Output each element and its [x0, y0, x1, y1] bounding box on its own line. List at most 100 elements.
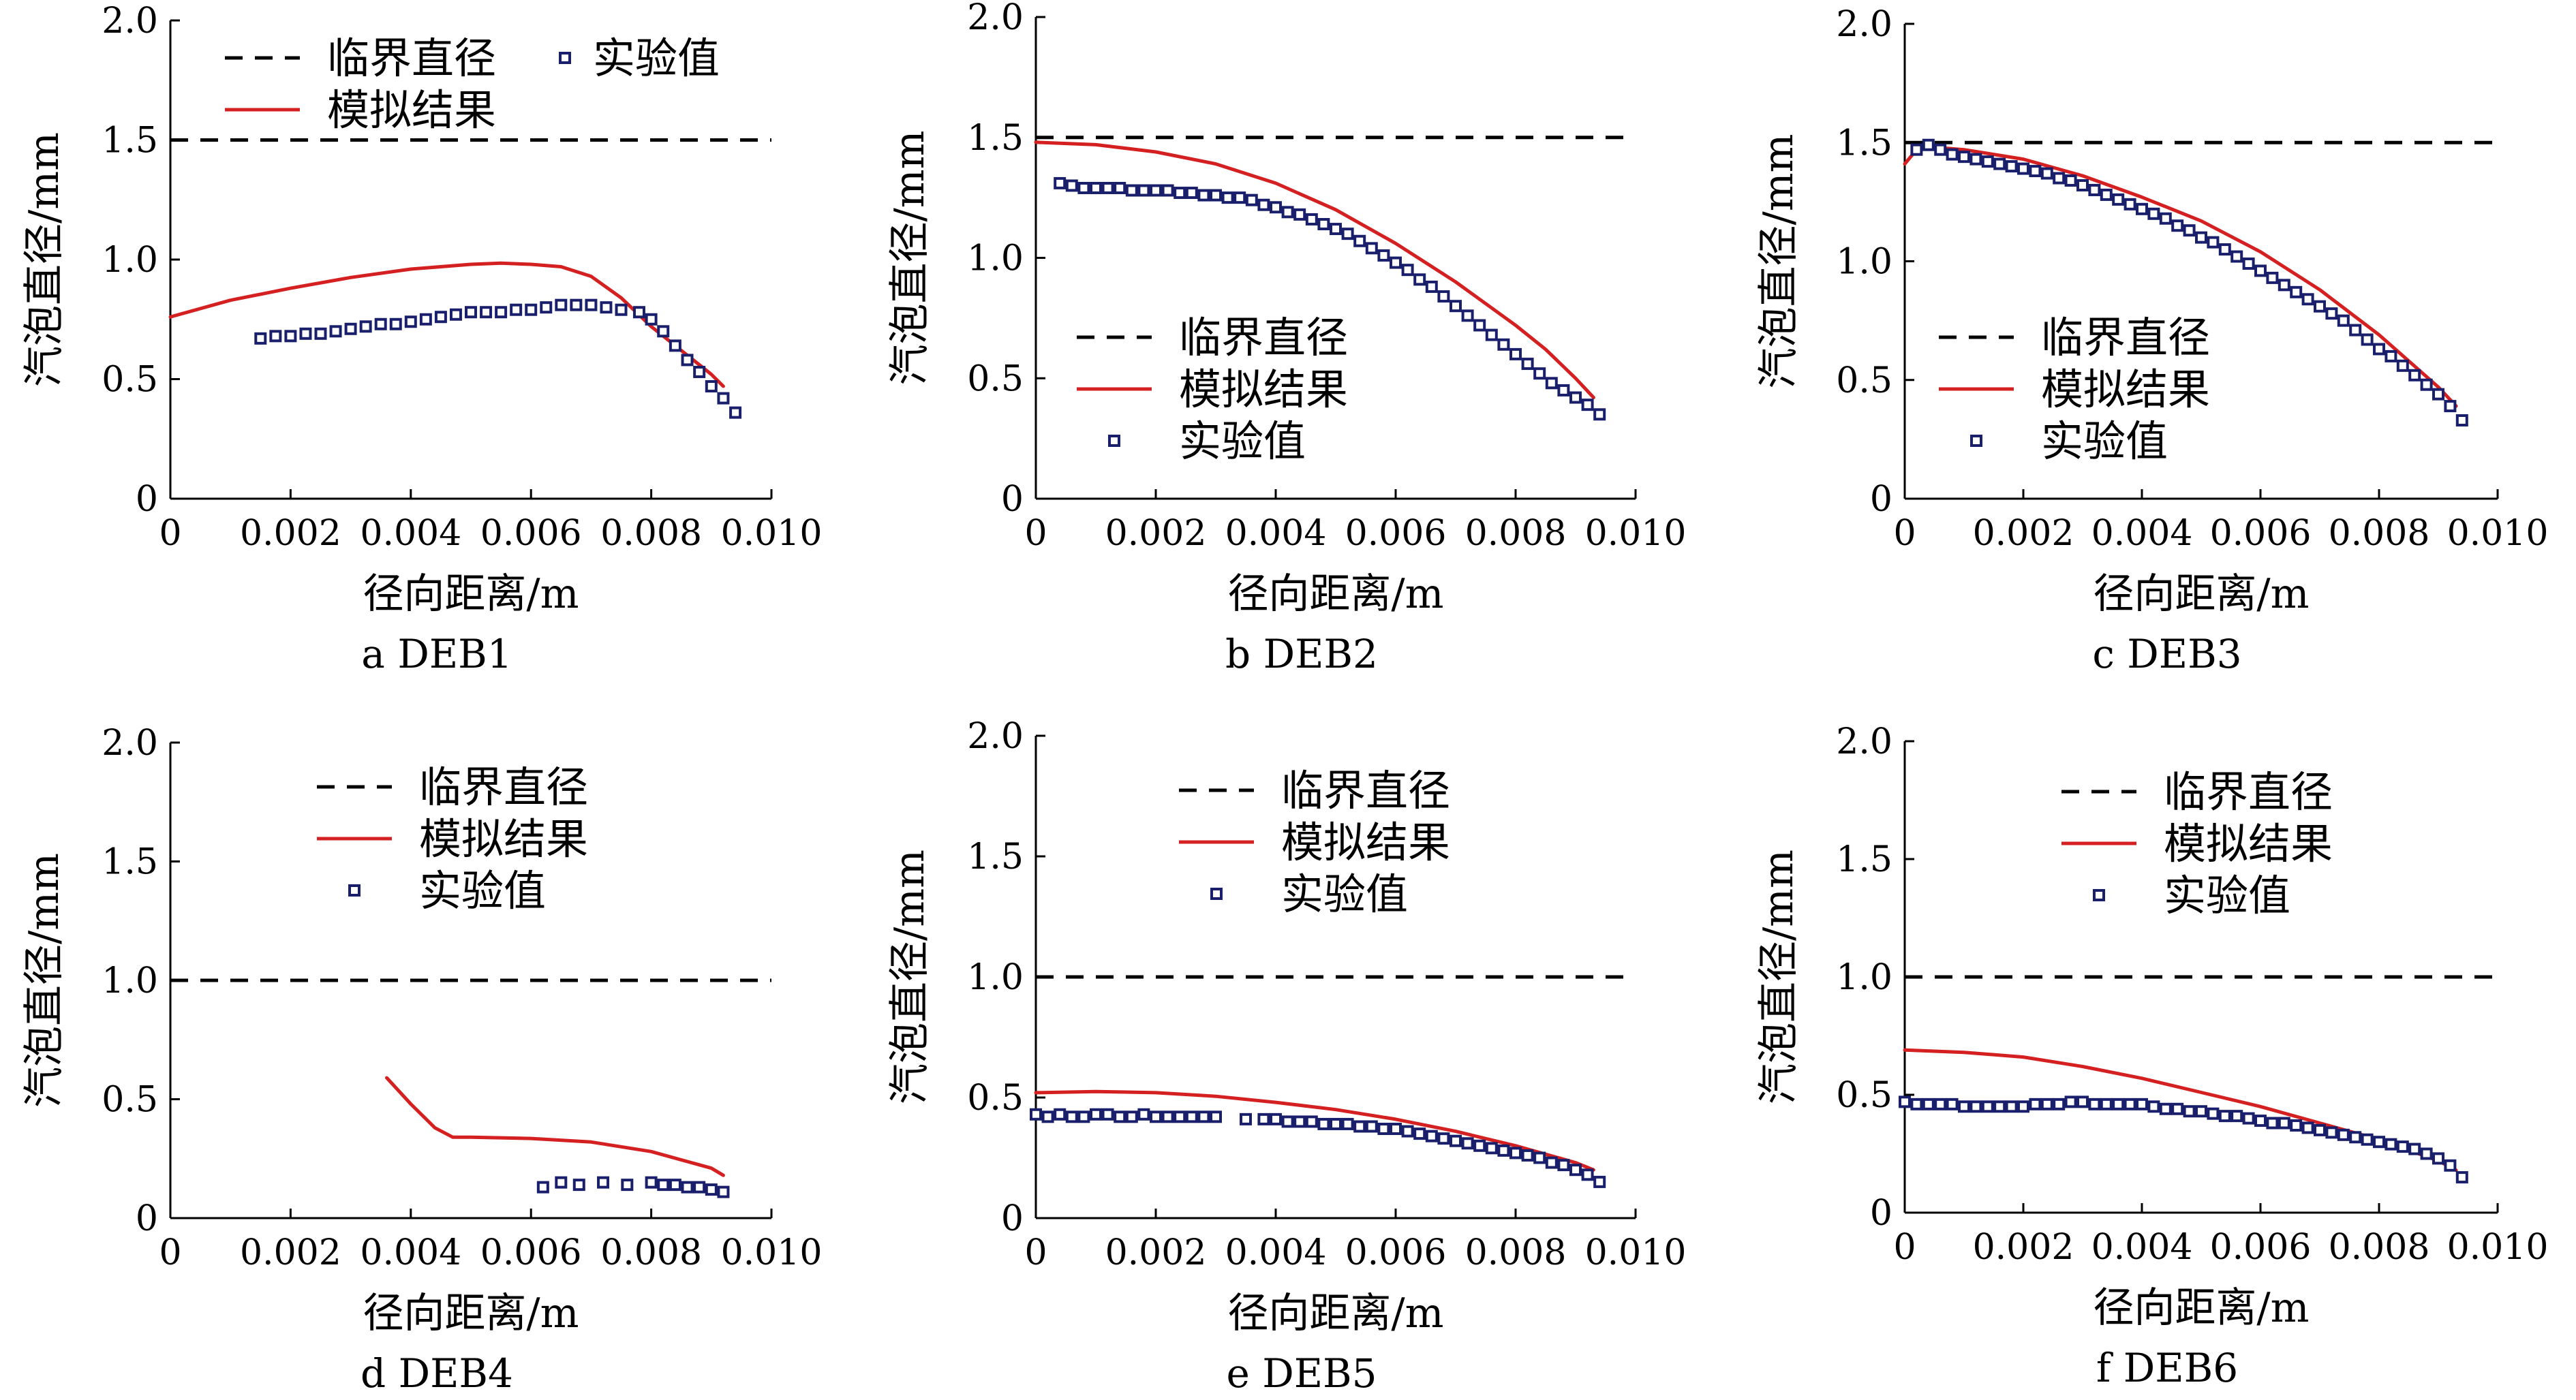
experimental-point	[1210, 1110, 1222, 1123]
experimental-point	[269, 330, 282, 343]
legend-label: 实验值	[2164, 871, 2290, 920]
experimental-point	[2053, 1098, 2066, 1110]
y-axis-label: 汽泡直径/mm	[886, 130, 934, 385]
experimental-point	[2088, 1098, 2101, 1110]
experimental-point	[2301, 1121, 2314, 1134]
y-tick-label: 1.0	[102, 961, 158, 1001]
x-tick-label: 0.006	[480, 513, 582, 554]
experimental-point	[2076, 178, 2089, 191]
y-tick-label: 2.0	[102, 1, 158, 42]
experimental-point	[681, 354, 694, 367]
experimental-point	[1981, 1100, 1994, 1113]
y-tick-label: 0.5	[102, 360, 158, 401]
experimental-point	[1377, 249, 1390, 262]
experimental-point	[2337, 1128, 2350, 1141]
experimental-point	[1317, 218, 1330, 231]
y-axis-label: 汽泡直径/mm	[20, 853, 68, 1108]
experimental-point	[555, 1176, 568, 1189]
experimental-point	[1221, 191, 1234, 204]
experimental-point	[1485, 1142, 1498, 1155]
panel-caption: e DEB5	[1226, 1350, 1377, 1397]
y-tick-label: 0	[1870, 1193, 1892, 1234]
x-tick-label: 0.008	[1465, 513, 1567, 554]
x-tick-label: 0.006	[1345, 513, 1447, 554]
experimental-point	[1533, 1151, 1546, 1164]
experimental-point	[1946, 148, 1959, 161]
experimental-point	[1969, 1100, 1982, 1113]
experimental-point	[1150, 184, 1162, 197]
experimental-point	[669, 339, 681, 352]
experimental-point	[1101, 1108, 1114, 1121]
experimental-point	[2290, 1119, 2303, 1132]
x-tick-label: 0	[159, 1232, 181, 1273]
experimental-point	[1569, 391, 1582, 404]
experimental-point	[2136, 1098, 2148, 1110]
x-tick-label: 0.008	[2329, 513, 2430, 554]
experimental-point	[1401, 1125, 1414, 1138]
experimental-point	[434, 311, 447, 324]
experimental-point	[729, 406, 742, 419]
experimental-point	[495, 306, 508, 319]
legend-experimental-swatch	[2093, 889, 2105, 901]
experimental-point	[2278, 279, 2290, 292]
legend-label: 临界直径	[2164, 767, 2333, 817]
experimental-point	[2266, 271, 2279, 284]
experimental-point	[2408, 369, 2421, 382]
experimental-point	[1593, 1175, 1606, 1188]
experimental-point	[2254, 1115, 2267, 1127]
legend-experimental-swatch	[1210, 888, 1223, 900]
experimental-point	[510, 303, 523, 316]
experimental-point	[1137, 184, 1150, 197]
experimental-point	[2005, 1100, 2018, 1113]
experimental-point	[2420, 1147, 2433, 1160]
experimental-point	[299, 327, 312, 340]
experimental-point	[2385, 349, 2397, 362]
experimental-point	[1413, 273, 1426, 286]
y-tick-label: 0	[1001, 1198, 1024, 1239]
experimental-point	[2301, 293, 2314, 306]
experimental-point	[2064, 174, 2077, 187]
y-tick-label: 2.0	[102, 723, 158, 764]
experimental-point	[1197, 1110, 1210, 1123]
experimental-point	[1305, 213, 1318, 225]
experimental-point	[2171, 1102, 2184, 1115]
experimental-point	[2373, 1136, 2385, 1149]
x-tick-label: 0.010	[1585, 1232, 1687, 1273]
experimental-point	[2112, 1098, 2125, 1110]
experimental-point	[2455, 414, 2468, 426]
experimental-point	[2242, 1112, 2255, 1125]
y-tick-label: 0	[136, 479, 158, 520]
experimental-point	[2064, 1095, 2077, 1108]
experimental-point	[1521, 1149, 1534, 1162]
experimental-point	[1969, 153, 1982, 166]
x-axis-label: 径向距离/m	[363, 1290, 579, 1337]
experimental-point	[1245, 193, 1258, 206]
experimental-point	[1114, 181, 1126, 194]
experimental-point	[404, 315, 417, 328]
experimental-point	[2455, 1171, 2468, 1184]
experimental-point	[657, 325, 670, 338]
y-tick-label: 1.5	[1836, 123, 1892, 164]
experimental-point	[2207, 1107, 2220, 1120]
experimental-point	[1257, 198, 1270, 211]
experimental-point	[1065, 179, 1078, 192]
x-tick-label: 0	[1024, 513, 1047, 554]
experimental-point	[1509, 347, 1522, 360]
x-tick-label: 0.010	[1585, 513, 1687, 554]
x-tick-label: 0.010	[721, 513, 823, 554]
legend-label: 实验值	[593, 33, 720, 83]
y-axis-label: 汽泡直径/mm	[886, 850, 934, 1104]
experimental-point	[2159, 212, 2172, 225]
experimental-point	[1185, 1110, 1198, 1123]
experimental-point	[1125, 1110, 1138, 1123]
experimental-point	[465, 306, 477, 319]
experimental-point	[1257, 1113, 1270, 1125]
experimental-point	[2242, 257, 2255, 270]
experimental-point	[1077, 181, 1090, 194]
y-tick-label: 2.0	[1836, 721, 1892, 762]
experimental-point	[419, 313, 432, 326]
experimental-point	[1425, 280, 1438, 293]
experimental-point	[2017, 1100, 2029, 1113]
x-axis-label: 径向距离/m	[2093, 1284, 2309, 1332]
